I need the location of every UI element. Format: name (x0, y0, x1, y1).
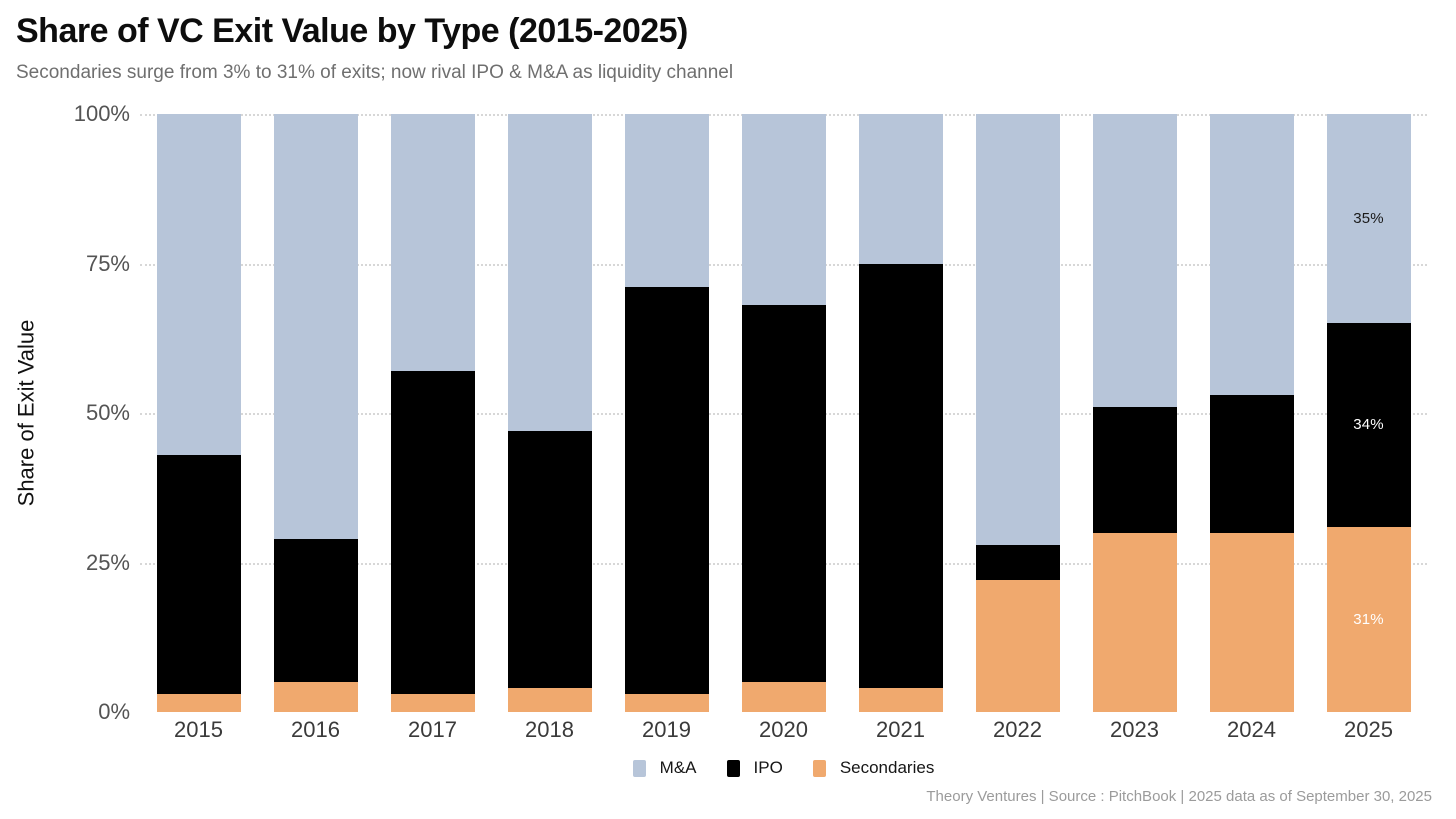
segment-2025-ipo: 34% (1326, 323, 1411, 527)
segment-2021-secondaries (858, 688, 943, 712)
bar-2024 (1209, 114, 1294, 712)
segment-2019-ipo (624, 287, 709, 695)
segment-2023-ipo (1092, 407, 1177, 533)
x-label-2022: 2022 (993, 717, 1042, 742)
x-label-2016: 2016 (291, 717, 340, 742)
legend-item-secondaries: Secondaries (812, 758, 935, 778)
bar-2023 (1092, 114, 1177, 712)
value-label-2025-ipo: 34% (1353, 416, 1384, 434)
chart-footer: Theory Ventures | Source : PitchBook | 2… (926, 788, 1432, 805)
legend-item-ma: M&A (632, 758, 697, 778)
segment-2018-ipo (507, 430, 592, 689)
segment-2018-ma (507, 114, 592, 431)
bar-2015 (156, 114, 241, 712)
value-label-2025-secondaries: 31% (1353, 610, 1384, 628)
segment-2025-ma: 35% (1326, 114, 1411, 324)
x-label-2020: 2020 (759, 717, 808, 742)
segment-2022-secondaries (975, 580, 1060, 712)
x-label-2017: 2017 (408, 717, 457, 742)
legend-swatch-ipo (726, 759, 740, 777)
segment-2020-ipo (741, 305, 826, 683)
segment-2019-secondaries (624, 694, 709, 712)
x-label-2021: 2021 (876, 717, 925, 742)
legend-swatch-secondaries (812, 759, 826, 777)
segment-2015-ipo (156, 454, 241, 695)
x-label-2015: 2015 (174, 717, 223, 742)
x-label-2019: 2019 (642, 717, 691, 742)
segment-2017-ipo (390, 371, 475, 695)
y-tick-100: 100% (73, 101, 130, 126)
legend: M&A IPO Secondaries (140, 753, 1427, 783)
x-label-2018: 2018 (525, 717, 574, 742)
segment-2024-ipo (1209, 395, 1294, 533)
segment-2018-secondaries (507, 688, 592, 712)
bar-2021 (858, 114, 943, 712)
bar-2016 (273, 114, 358, 712)
x-label-2024: 2024 (1227, 717, 1276, 742)
segment-2016-secondaries (273, 682, 358, 712)
chart-title: Share of VC Exit Value by Type (2015-202… (16, 12, 688, 50)
chart-subtitle: Secondaries surge from 3% to 31% of exit… (16, 62, 734, 83)
segment-2020-secondaries (741, 682, 826, 712)
segment-2019-ma (624, 114, 709, 288)
segment-2024-secondaries (1209, 532, 1294, 712)
segment-2016-ipo (273, 538, 358, 683)
segment-2017-secondaries (390, 694, 475, 712)
bar-2025: 31% 34% 35% (1326, 114, 1411, 712)
value-label-2025-ma: 35% (1353, 210, 1384, 228)
segment-2023-ma (1092, 114, 1177, 408)
segment-2017-ma (390, 114, 475, 372)
bar-2019 (624, 114, 709, 712)
segment-2015-secondaries (156, 694, 241, 712)
legend-swatch-ma (632, 759, 646, 777)
x-label-2023: 2023 (1110, 717, 1159, 742)
legend-label-secondaries: Secondaries (839, 758, 935, 777)
segment-2021-ma (858, 114, 943, 264)
segment-2021-ipo (858, 263, 943, 689)
legend-label-ma: M&A (659, 758, 697, 777)
segment-2024-ma (1209, 114, 1294, 396)
segment-2022-ma (975, 114, 1060, 545)
bar-2020 (741, 114, 826, 712)
y-tick-75: 75% (85, 250, 130, 276)
segment-2023-secondaries (1092, 532, 1177, 712)
segment-2020-ma (741, 114, 826, 306)
y-tick-50: 50% (85, 400, 130, 425)
y-tick-0: 0% (98, 699, 130, 724)
y-tick-25: 25% (85, 549, 130, 575)
plot-area: 31% 34% 35% (140, 114, 1427, 712)
segment-2015-ma (156, 114, 241, 455)
legend-item-ipo: IPO (726, 758, 783, 778)
bar-2017 (390, 114, 475, 712)
bar-2018 (507, 114, 592, 712)
segment-2022-ipo (975, 544, 1060, 581)
segment-2025-secondaries: 31% (1326, 526, 1411, 712)
bar-2022 (975, 114, 1060, 712)
segment-2016-ma (273, 114, 358, 539)
legend-label-ipo: IPO (753, 758, 783, 777)
x-label-2025: 2025 (1344, 717, 1393, 742)
